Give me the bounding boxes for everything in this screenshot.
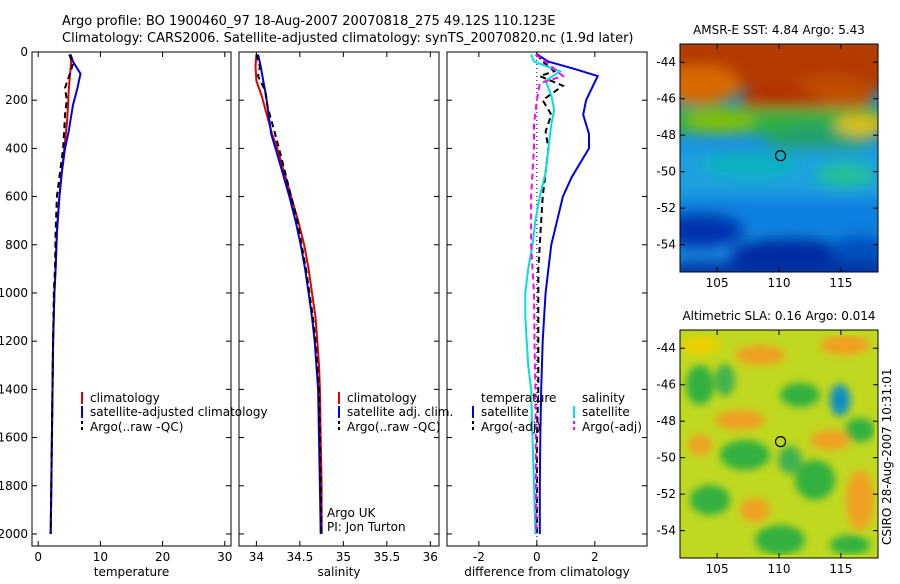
series-line-2-2 [524,54,563,535]
map-title: AMSR-E SST: 4.84 Argo: 5.43 [693,23,865,37]
y-tick-label: -52 [656,487,676,501]
sla-map-image [680,330,878,558]
map-title: Altimetric SLA: 0.16 Argo: 0.014 [682,309,875,323]
legend-label: Argo(..raw -QC) [347,420,440,434]
x-tick-label: 20 [155,550,170,564]
y-tick-label: -54 [656,524,676,538]
x-tick-label: 0 [34,550,42,564]
x-tick-label: 2 [591,550,599,564]
legend-label: satellite [582,405,630,419]
annotation-text: PI: Jon Turton [327,520,406,534]
legend-label: Argo(-adj) [582,420,642,434]
y-tick-label: -44 [656,55,676,69]
header-line-2: Climatology: CARS2006. Satellite-adjuste… [62,31,634,46]
legend-label: satellite-adjusted climatology [90,405,268,419]
argo-location-marker [774,436,787,448]
legend-label: climatology [90,391,160,405]
y-tick-label: 200 [5,93,28,107]
y-tick-label: 1200 [0,334,28,348]
x-axis-label: temperature [94,565,169,579]
plot-frame-2 [446,51,648,547]
x-tick-label: 35 [336,550,351,564]
x-axis-label: difference from climatology [464,565,630,579]
y-tick-label: -50 [656,451,676,465]
x-tick-label: -2 [473,550,485,564]
series-line-1-1 [257,54,322,535]
legend-label: satellite [481,405,529,419]
legend-heading: salinity [582,391,625,405]
y-tick-label: -46 [656,378,676,392]
y-tick-label: -54 [656,238,676,252]
series-line-2-3 [530,53,565,535]
y-tick-label: 1000 [0,286,28,300]
y-tick-label: 600 [5,190,28,204]
y-tick-label: -48 [656,414,676,428]
y-tick-label: 1800 [0,479,28,493]
y-tick-label: -50 [656,165,676,179]
x-tick-label: 115 [829,562,852,576]
y-tick-label: 0 [20,45,28,59]
x-tick-label: 105 [706,276,729,290]
y-tick-label: -46 [656,92,676,106]
y-tick-label: -52 [656,201,676,215]
series-line-0-2 [49,54,75,535]
side-timestamp: CSIRO 28-Aug-2007 10:31:01 [880,369,894,545]
x-tick-label: 36 [423,550,438,564]
x-tick-label: 115 [829,276,852,290]
y-tick-label: -44 [656,341,676,355]
annotation-text: Argo UK [327,506,376,520]
x-tick-label: 110 [768,276,791,290]
legend-label: climatology [347,391,417,405]
x-tick-label: 10 [93,550,108,564]
y-tick-label: 2000 [0,527,28,541]
x-tick-label: 34 [249,550,264,564]
y-tick-label: -48 [656,128,676,142]
legend-label: Argo(-adj) [481,420,541,434]
y-tick-label: 1600 [0,431,28,445]
sst-map-image [680,44,878,272]
header-line-1: Argo profile: BO 1900460_97 18-Aug-2007 … [62,14,555,29]
x-tick-label: 110 [768,562,791,576]
series-line-2-1 [535,53,565,534]
series-line-1-2 [255,54,323,535]
legend-label: Argo(..raw -QC) [90,420,183,434]
series-line-2-0 [536,53,600,534]
series-line-1-0 [254,54,323,534]
x-tick-label: 0 [533,550,541,564]
x-tick-label: 105 [706,562,729,576]
legend-label: satellite adj. clim. [347,405,453,419]
plot-frame-0 [31,51,232,547]
y-tick-label: 800 [5,238,28,252]
plot-frame-1 [238,51,440,547]
legend-heading: temperature [481,391,556,405]
y-tick-label: 400 [5,141,28,155]
x-axis-label: salinity [317,565,360,579]
x-tick-label: 35.5 [373,550,400,564]
x-tick-label: 34.5 [287,550,314,564]
x-tick-label: 30 [217,550,232,564]
argo-location-marker [774,150,787,162]
y-tick-label: 1400 [0,382,28,396]
